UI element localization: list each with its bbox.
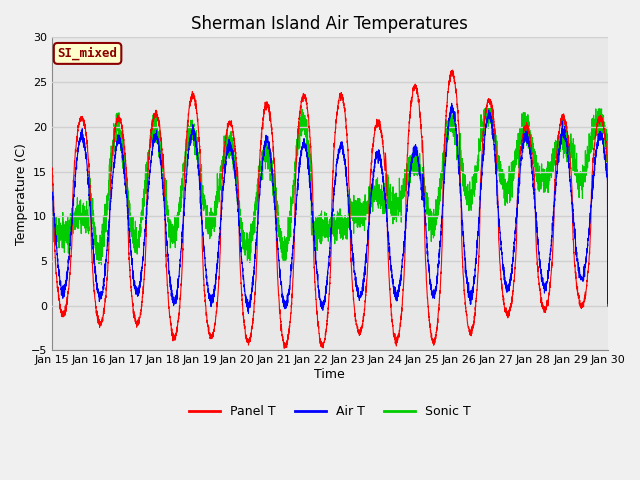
Air T [604, 171, 611, 177]
Sonic T [48, 220, 56, 226]
Panel T [604, 303, 611, 309]
Air T [454, 156, 462, 161]
Air T [424, 248, 431, 254]
Air T [48, 191, 56, 196]
Line: Air T: Air T [52, 103, 607, 313]
Air T [448, 100, 456, 106]
Line: Sonic T: Sonic T [52, 109, 607, 270]
Panel T [604, 157, 611, 163]
Sonic T [604, 267, 611, 273]
Panel T [454, 121, 462, 127]
Sonic T [148, 118, 156, 124]
Text: SI_mixed: SI_mixed [58, 47, 118, 60]
Panel T [449, 67, 456, 73]
Sonic T [424, 204, 431, 209]
Air T [309, 218, 317, 224]
Panel T [309, 219, 317, 225]
Panel T [48, 167, 56, 172]
Sonic T [603, 138, 611, 144]
Legend: Panel T, Air T, Sonic T: Panel T, Air T, Sonic T [184, 400, 476, 423]
Air T [604, 300, 611, 306]
Air T [148, 149, 156, 155]
Panel T [486, 96, 494, 102]
Y-axis label: Temperature (C): Temperature (C) [15, 143, 28, 245]
Panel T [280, 346, 288, 351]
Sonic T [486, 106, 493, 112]
Panel T [148, 127, 156, 133]
Title: Sherman Island Air Temperatures: Sherman Island Air Temperatures [191, 15, 468, 33]
Sonic T [309, 229, 317, 235]
Sonic T [481, 106, 488, 112]
Sonic T [454, 159, 462, 165]
X-axis label: Time: Time [314, 368, 345, 381]
Line: Panel T: Panel T [52, 70, 607, 348]
Panel T [424, 297, 431, 302]
Air T [244, 311, 252, 316]
Air T [486, 114, 494, 120]
